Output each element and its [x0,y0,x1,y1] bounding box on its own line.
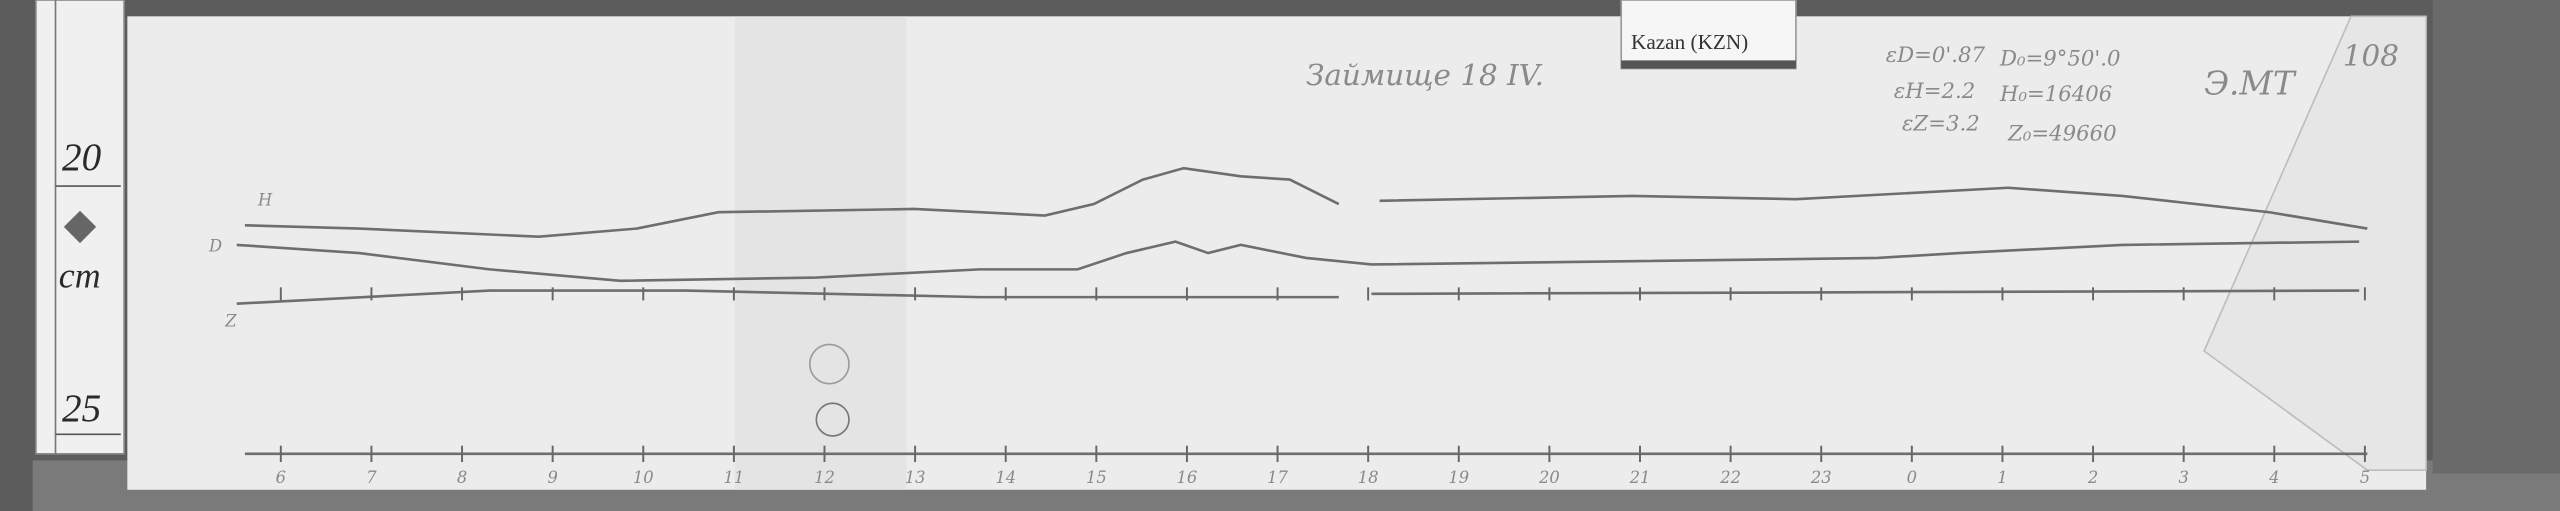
constant-eps-z: εZ=3.2 [1902,112,1980,137]
station-label: Kazan (KZN) [1620,0,1797,70]
hour-label: 4 [2268,468,2279,487]
hour-ticks [279,287,2366,463]
punch-hole [815,402,850,437]
punch-hole [808,343,850,385]
constant-eps-d: εD=0'.87 [1886,43,1986,68]
hour-label: 2 [2087,468,2098,487]
h-trace [244,166,2368,239]
hour-label: 17 [1267,468,1288,487]
initials: Э.МТ [2204,65,2297,103]
hour-label: 22 [1719,468,1741,487]
hour-label: 15 [1086,468,1107,487]
h-trace-label: H [257,191,273,210]
transparent-strip [734,16,907,490]
hour-label: 1 [1997,468,2007,487]
sheet-number: 108 [2343,38,2399,72]
d-trace [236,240,2360,283]
z-trace [236,289,2360,305]
hour-label: 11 [723,468,744,487]
hour-label: 19 [1448,468,1469,487]
station-name: Kazan (KZN) [1631,30,1748,54]
hour-label: 10 [633,468,654,487]
hour-label: 18 [1358,468,1379,487]
hour-label: 6 [276,468,286,487]
hour-labels: 6 7 8 9 10 11 12 13 14 15 16 17 18 19 20 21 22 23 0 1 2 3 4 5 [276,468,2370,487]
hour-label: 13 [905,468,926,487]
constant-d0: D₀=9°50'.0 [1999,46,2121,71]
record-title: Займище 18 IV. [1306,58,1544,92]
constant-eps-h: εH=2.2 [1894,79,1975,104]
constant-z0: Z₀=49660 [2007,121,2117,146]
hour-label: 21 [1629,468,1651,487]
hour-label: 20 [1538,468,1560,487]
hour-label: 9 [547,468,557,487]
d-trace-label: D [208,236,222,255]
wood-right [2432,0,2560,474]
hour-label: 7 [366,468,377,487]
hour-label: 8 [457,468,467,487]
magnetogram-sheet [127,15,2427,490]
hour-label: 5 [2360,468,2370,487]
z-trace-label: Z [224,312,237,331]
hour-label: 3 [2178,468,2188,487]
constant-h0: H₀=16406 [1999,82,2112,107]
ruler-mark-25: 25 [62,387,101,430]
hour-label: 12 [814,468,835,487]
hour-label: 0 [1907,468,1917,487]
ruler-unit: cm [59,255,101,295]
cm-ruler: 20 cm 25 [35,0,125,455]
hour-label: 16 [1177,468,1198,487]
hour-label: 14 [995,468,1016,487]
hour-label: 23 [1810,468,1832,487]
ruler-mark-20: 20 [62,136,102,179]
